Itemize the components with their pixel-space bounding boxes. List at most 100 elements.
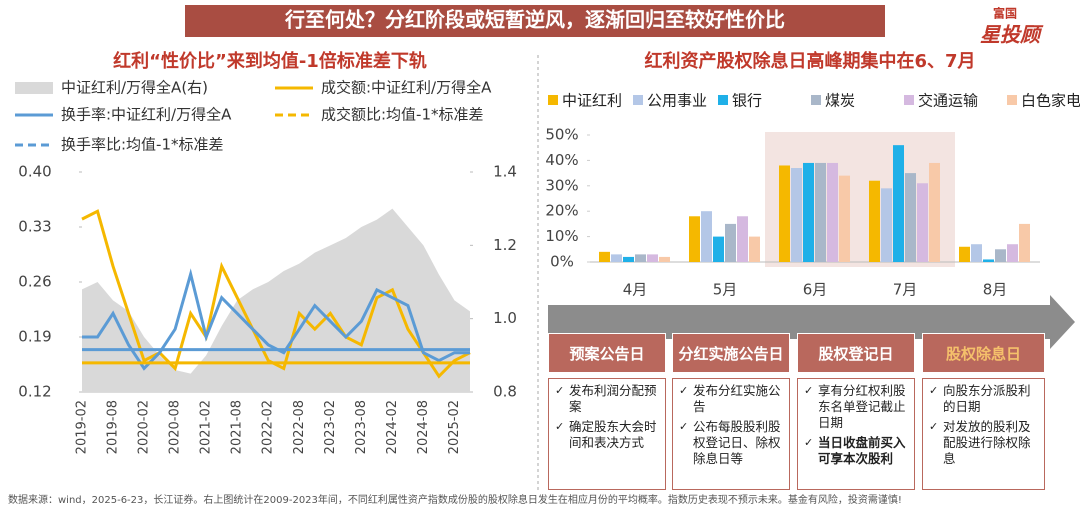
bar <box>905 173 916 262</box>
bar <box>827 162 838 262</box>
line <box>81 209 471 379</box>
bar <box>635 254 646 262</box>
y-tick-label: 0.33 <box>18 218 51 236</box>
x-tick-label: 2019-02 <box>75 400 90 454</box>
step-item: 享有分红权利股东名单登记截止日期 <box>804 383 910 431</box>
step-title: 预案公告日 <box>548 333 666 373</box>
bar <box>881 188 892 262</box>
x-tick-label: 2021-02 <box>199 400 214 454</box>
legend-label: 成交额比:均值-1*标准差 <box>321 106 484 124</box>
step-item: 发布分红实施公告 <box>679 383 785 415</box>
bar <box>803 162 814 262</box>
legend-label: 换手率比:均值-1*标准差 <box>61 136 224 154</box>
bar <box>959 246 970 262</box>
x-tick-label: 2020-02 <box>137 400 152 454</box>
bar <box>779 165 790 262</box>
legend-label: 换手率:中证红利/万得全A <box>61 106 232 124</box>
y-tick-label: 30% <box>545 176 578 194</box>
x-tick-label: 2023-08 <box>354 400 369 454</box>
step-list: 发布利润分配预案确定股东大会时间和表决方式 <box>548 378 666 490</box>
x-tick-label: 5月 <box>713 281 738 299</box>
y-tick-label: 0.12 <box>18 383 51 401</box>
legend-swatch <box>633 95 643 105</box>
y-tick-label: 40% <box>545 151 578 169</box>
bar <box>749 236 760 262</box>
y-tick-label: 20% <box>545 202 578 220</box>
y2-tick-label: 0.8 <box>493 383 517 401</box>
bar <box>893 145 904 262</box>
bar <box>1007 244 1018 262</box>
x-tick-label: 2025-02 <box>447 400 462 454</box>
bar <box>647 254 658 262</box>
area <box>82 208 470 392</box>
bar <box>737 216 748 262</box>
y-tick-label: 50% <box>545 126 578 144</box>
x-tick-label: 6月 <box>803 281 828 299</box>
y-tick-label: 10% <box>545 227 578 245</box>
bar <box>725 223 736 262</box>
legend-swatch <box>548 95 558 105</box>
y2-tick-label: 1.4 <box>493 163 517 181</box>
step-item: 向股东分派股利的日期 <box>929 383 1040 415</box>
bar <box>599 251 610 262</box>
bar <box>689 216 700 262</box>
legend-swatch <box>15 82 53 94</box>
legend-swatch <box>718 95 728 105</box>
legend-swatch <box>811 95 821 105</box>
step-item: 发布利润分配预案 <box>555 383 661 415</box>
legend-label: 中证红利 <box>562 92 622 110</box>
bar <box>791 168 802 262</box>
legend-label: 交通运输 <box>918 92 978 110</box>
y-tick-label: 0% <box>550 253 574 271</box>
step-title: 股权除息日 <box>922 333 1045 373</box>
legend-label: 中证红利/万得全A(右) <box>61 79 208 97</box>
x-tick-label: 2020-08 <box>168 400 183 454</box>
bar <box>713 236 724 262</box>
bar <box>869 180 880 262</box>
legend-label: 煤炭 <box>825 92 855 110</box>
bar <box>659 256 670 262</box>
step-list: 发布分红实施公告公布每股股利股权登记日、除权除息日等 <box>672 378 790 490</box>
y2-tick-label: 1.2 <box>493 236 517 254</box>
bar <box>995 249 1006 262</box>
chart-title: 红利资产股权除息日高峰期集中在6、7月 <box>644 50 975 72</box>
step-item: 确定股东大会时间和表决方式 <box>555 419 661 451</box>
x-tick-label: 2024-08 <box>416 400 431 454</box>
y-tick-label: 0.19 <box>18 328 51 346</box>
legend-label: 银行 <box>732 92 762 110</box>
page-title: 行至何处？分红阶段或短暂逆风，逐渐回归至较好性价比 <box>284 8 785 32</box>
bar <box>701 211 712 262</box>
legend-label: 成交额:中证红利/万得全A <box>321 79 492 97</box>
legend-label: 公用事业 <box>647 92 707 110</box>
x-tick-label: 2023-02 <box>323 400 338 454</box>
step-list: 向股东分派股利的日期对发放的股利及配股进行除权除息 <box>922 378 1045 490</box>
step-title: 分红实施公告日 <box>672 333 790 373</box>
title-banner <box>185 5 885 37</box>
x-tick-label: 2022-08 <box>292 400 307 454</box>
x-tick-label: 2019-08 <box>106 400 121 454</box>
x-tick-label: 4月 <box>623 281 648 299</box>
bar <box>917 183 928 262</box>
bar <box>1019 223 1030 262</box>
bar <box>611 254 622 262</box>
logo: 星投顾 <box>980 23 1044 47</box>
x-tick-label: 7月 <box>893 281 918 299</box>
bar <box>929 162 940 262</box>
legend-label: 白色家电 <box>1021 92 1080 110</box>
bar <box>983 259 994 262</box>
step-list: 享有分红权利股东名单登记截止日期当日收盘前买入可享本次股利 <box>797 378 915 490</box>
y-tick-label: 0.26 <box>18 273 51 291</box>
bar <box>815 162 826 262</box>
y-tick-label: 0.40 <box>18 163 51 181</box>
bar <box>623 256 634 262</box>
step-item: 对发放的股利及配股进行除权除息 <box>929 419 1040 467</box>
y2-tick-label: 1.0 <box>493 309 517 327</box>
bar <box>971 244 982 262</box>
x-tick-label: 2022-02 <box>261 400 276 454</box>
legend-swatch <box>904 95 914 105</box>
logo-top: 富国 <box>993 6 1017 21</box>
x-tick-label: 8月 <box>983 281 1008 299</box>
chart-title: 红利“性价比”来到均值-1倍标准差下轨 <box>113 50 427 72</box>
